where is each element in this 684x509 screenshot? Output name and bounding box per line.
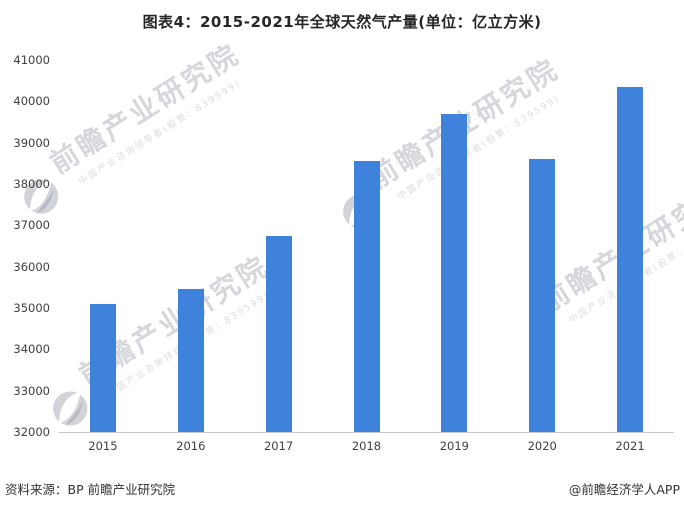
y-tick-label: 37000 <box>13 218 50 233</box>
x-tick-label: 2015 <box>88 439 118 453</box>
chart-title: 图表4：2015-2021年全球天然气产量(单位：亿立方米) <box>142 13 542 31</box>
y-tick-label: 34000 <box>13 342 50 357</box>
y-axis: 32000 33000 34000 35000 36000 37000 38000 39000… <box>0 53 50 439</box>
bar-2016 <box>177 289 204 432</box>
bar-2015 <box>89 303 116 432</box>
y-tick-label: 36000 <box>13 259 50 274</box>
x-tick-label: 2021 <box>615 439 645 453</box>
bar-2019 <box>441 113 468 432</box>
bar-2018 <box>353 161 380 432</box>
y-tick-label: 39000 <box>13 135 50 150</box>
y-tick-label: 35000 <box>13 301 50 315</box>
x-tick-label: 2020 <box>527 439 557 453</box>
bar-2017 <box>265 235 292 432</box>
y-tick-label: 38000 <box>13 177 50 191</box>
y-tick-label: 32000 <box>13 425 50 439</box>
x-tick-label: 2018 <box>351 439 382 453</box>
source-note: 资料来源：BP 前瞻产业研究院 <box>5 482 176 497</box>
x-tick-label: 2016 <box>176 439 206 453</box>
bar-2020 <box>529 159 556 432</box>
y-tick-label: 41000 <box>13 53 50 67</box>
x-tick-label: 2019 <box>439 439 469 453</box>
bar-2021 <box>617 86 644 432</box>
plot-area: 2015 2016 2017 2018 2019 2020 2021 <box>59 60 674 453</box>
y-tick-label: 33000 <box>13 383 50 398</box>
x-tick-label: 2017 <box>263 439 294 453</box>
y-tick-label: 40000 <box>13 94 50 109</box>
brand-note: @前瞻经济学人APP <box>568 482 680 497</box>
